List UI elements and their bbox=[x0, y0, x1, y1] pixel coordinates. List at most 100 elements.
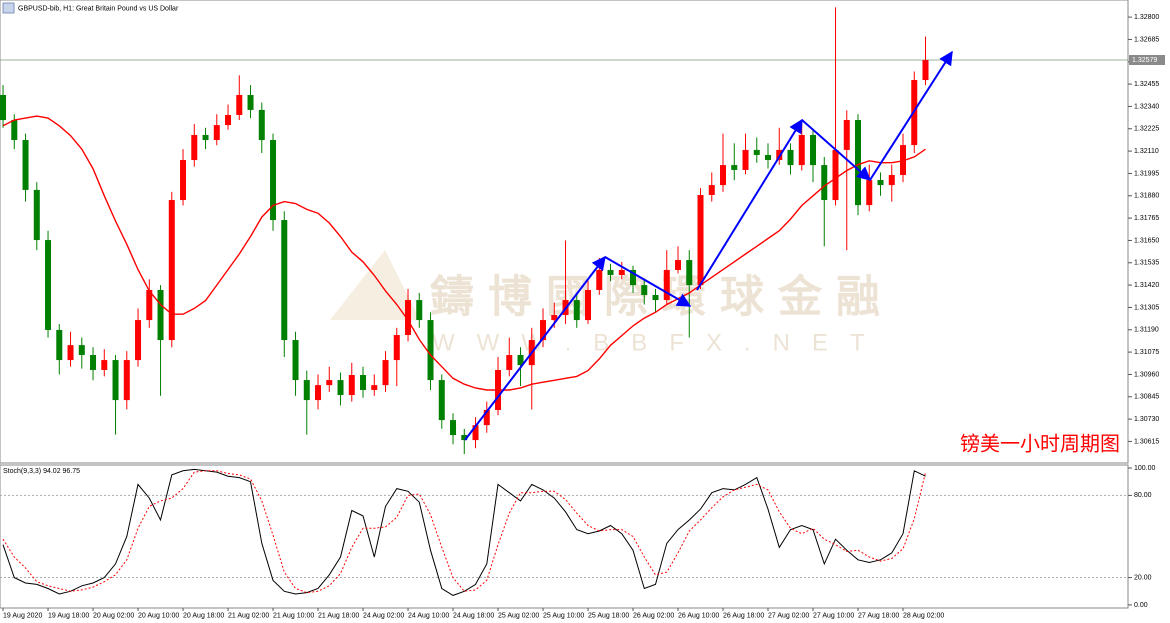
candle-body bbox=[922, 60, 929, 81]
candle-body bbox=[123, 360, 130, 401]
candle-body bbox=[731, 165, 738, 170]
chart-title: GBPUSD-bib, H1: Great Britain Pound vs U… bbox=[18, 5, 179, 12]
candle-body bbox=[382, 360, 389, 386]
candle-body bbox=[618, 269, 625, 276]
candle-body bbox=[213, 125, 220, 141]
stoch-line bbox=[2, 468, 926, 596]
x-tick-label: 27 Aug 18:00 bbox=[858, 612, 899, 619]
y-tick-label: 1.31650 bbox=[1134, 237, 1159, 244]
candle-body bbox=[405, 300, 412, 336]
candle-body bbox=[247, 94, 254, 110]
annotation: 镑美一小时周期图 bbox=[960, 432, 1120, 455]
candle-body bbox=[765, 154, 772, 161]
candle-body bbox=[697, 194, 704, 286]
candle-body bbox=[551, 315, 558, 321]
y-tick-label: 1.31075 bbox=[1134, 349, 1159, 356]
candle-body bbox=[180, 160, 187, 201]
candle-body bbox=[438, 380, 445, 421]
trend-arrow bbox=[604, 256, 692, 307]
candle-body bbox=[540, 320, 547, 341]
x-tick-label: 24 Aug 18:00 bbox=[453, 612, 494, 619]
candle-body bbox=[821, 165, 828, 201]
candle-body bbox=[686, 260, 693, 286]
x-tick-label: 26 Aug 02:00 bbox=[633, 612, 674, 619]
candle-body bbox=[787, 149, 794, 166]
candle-body bbox=[742, 149, 749, 170]
y-tick-label: 1.32225 bbox=[1134, 126, 1159, 133]
y-tick-label: 1.32110 bbox=[1134, 148, 1159, 155]
y-tick-label: 0.00 bbox=[1134, 602, 1148, 609]
trend-arrows bbox=[464, 50, 953, 441]
x-tick-label: 20 Aug 02:00 bbox=[93, 612, 134, 619]
y-tick-label: 1.32455 bbox=[1134, 81, 1159, 88]
candle-body bbox=[303, 380, 310, 401]
candle-body bbox=[888, 174, 895, 186]
candle-body bbox=[450, 420, 457, 436]
candle-body bbox=[461, 435, 468, 441]
y-tick-label: 1.30960 bbox=[1134, 371, 1159, 378]
candle-body bbox=[67, 345, 74, 361]
candle-body bbox=[0, 94, 7, 121]
x-tick-label: 24 Aug 10:00 bbox=[408, 612, 449, 619]
candle-body bbox=[607, 269, 614, 276]
candle-body bbox=[360, 375, 367, 390]
x-tick-label: 20 Aug 18:00 bbox=[183, 612, 224, 619]
x-tick-label: 27 Aug 10:00 bbox=[813, 612, 854, 619]
x-tick-label: 25 Aug 10:00 bbox=[543, 612, 584, 619]
y-tick-label: 1.31420 bbox=[1134, 282, 1159, 289]
candle-body bbox=[348, 375, 355, 396]
candle-body bbox=[168, 200, 175, 341]
candle-body bbox=[900, 145, 907, 175]
y-tick-label: 1.31765 bbox=[1134, 215, 1159, 222]
y-tick-label: 1.31535 bbox=[1134, 260, 1159, 267]
candle-body bbox=[866, 180, 873, 206]
candle-body bbox=[258, 109, 265, 141]
x-tick-label: 27 Aug 02:00 bbox=[768, 612, 809, 619]
candle-body bbox=[472, 425, 479, 441]
candle-body bbox=[483, 409, 490, 426]
candle-body bbox=[753, 149, 760, 155]
x-tick-label: 28 Aug 02:00 bbox=[903, 612, 944, 619]
candle-body bbox=[135, 320, 142, 361]
candle-body bbox=[720, 165, 727, 186]
trend-arrow bbox=[464, 255, 606, 441]
y-tick-label: 1.32800 bbox=[1134, 14, 1159, 21]
candle-body bbox=[191, 134, 198, 161]
candle-body bbox=[832, 149, 839, 201]
candle-body bbox=[33, 189, 40, 241]
candle-body bbox=[843, 120, 850, 150]
candle-body bbox=[202, 134, 209, 141]
x-tick-label: 24 Aug 02:00 bbox=[363, 612, 404, 619]
candle-body bbox=[292, 340, 299, 381]
y-tick-label: 1.32685 bbox=[1134, 36, 1159, 43]
y-tick-label: 80.00 bbox=[1134, 492, 1152, 499]
candle-body bbox=[56, 329, 63, 361]
x-tick-label: 19 Aug 18:00 bbox=[48, 612, 89, 619]
candle-body bbox=[371, 385, 378, 390]
candle-body bbox=[236, 94, 243, 115]
x-tick-label: 21 Aug 02:00 bbox=[228, 612, 269, 619]
trend-arrow bbox=[801, 119, 872, 181]
x-tick-label: 21 Aug 10:00 bbox=[273, 612, 314, 619]
x-tick-label: 25 Aug 18:00 bbox=[588, 612, 629, 619]
y-tick-label: 1.31305 bbox=[1134, 304, 1159, 311]
y-tick-label: 100.00 bbox=[1134, 465, 1156, 472]
trend-arrow bbox=[869, 50, 953, 181]
candle-body bbox=[877, 180, 884, 186]
watermark-url: WWW.BBFX.NET bbox=[432, 329, 887, 356]
candle-body bbox=[101, 360, 108, 370]
main-panel bbox=[0, 0, 1129, 464]
y-tick-label: 20.00 bbox=[1134, 574, 1152, 581]
candle-body bbox=[427, 320, 434, 381]
y-tick-label: 1.31190 bbox=[1134, 327, 1159, 334]
candle-body bbox=[517, 355, 524, 366]
stoch-title: Stoch(9,3,3) 94.02 96.75 bbox=[3, 468, 80, 475]
candle-body bbox=[641, 285, 648, 296]
candle-body bbox=[157, 289, 164, 341]
candle-body bbox=[573, 300, 580, 321]
candle-body bbox=[506, 355, 513, 370]
trend-arrow bbox=[696, 118, 803, 291]
candle-body bbox=[112, 360, 119, 401]
candle-body bbox=[416, 300, 423, 321]
